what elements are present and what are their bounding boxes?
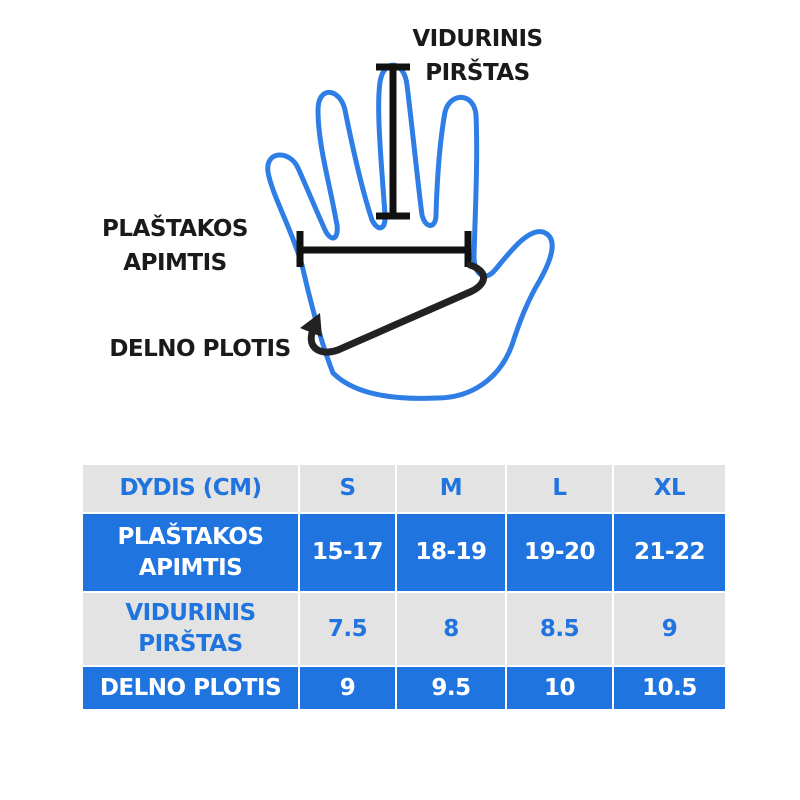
table-cell: 18-19 — [395, 512, 507, 593]
row-label: DELNO PLOTIS — [81, 665, 300, 711]
table-cell: 7.5 — [298, 591, 397, 667]
table-row: PLAŠTAKOS APIMTIS 15-17 18-19 19-20 21-22 — [81, 512, 727, 593]
palm-width-label: DELNO PLOTIS — [109, 336, 291, 362]
table-cell: 15-17 — [298, 512, 397, 593]
header-cell: M — [395, 463, 507, 514]
table-cell: 19-20 — [505, 512, 614, 593]
table-cell: 8 — [395, 591, 507, 667]
header-cell: DYDIS (CM) — [81, 463, 300, 514]
table-cell: 10 — [505, 665, 614, 711]
table-row: DELNO PLOTIS 9 9.5 10 10.5 — [81, 665, 727, 711]
table-row: VIDURINIS PIRŠTAS 7.5 8 8.5 9 — [81, 591, 727, 667]
hand-outline — [265, 62, 555, 401]
header-cell: S — [298, 463, 397, 514]
table-header-row: DYDIS (CM) S M L XL — [81, 463, 727, 514]
hand-girth-label: PLAŠTAKOS APIMTIS — [102, 216, 249, 276]
header-cell: XL — [612, 463, 727, 514]
table-cell: 9 — [298, 665, 397, 711]
table-cell: 21-22 — [612, 512, 727, 593]
middle-finger-label: VIDURINIS PIRŠTAS — [412, 26, 543, 86]
hand-diagram — [265, 62, 555, 401]
header-cell: L — [505, 463, 614, 514]
table-cell: 9 — [612, 591, 727, 667]
table-cell: 8.5 — [505, 591, 614, 667]
table-cell: 10.5 — [612, 665, 727, 711]
hand-girth-marker — [296, 231, 472, 267]
middle-finger-marker — [376, 63, 410, 220]
row-label: PLAŠTAKOS APIMTIS — [81, 512, 300, 593]
table-cell: 9.5 — [395, 665, 507, 711]
palm-width-arrow — [300, 261, 487, 356]
row-label: VIDURINIS PIRŠTAS — [81, 591, 300, 667]
size-table: DYDIS (CM) S M L XL PLAŠTAKOS APIMTIS 15-… — [81, 463, 727, 711]
